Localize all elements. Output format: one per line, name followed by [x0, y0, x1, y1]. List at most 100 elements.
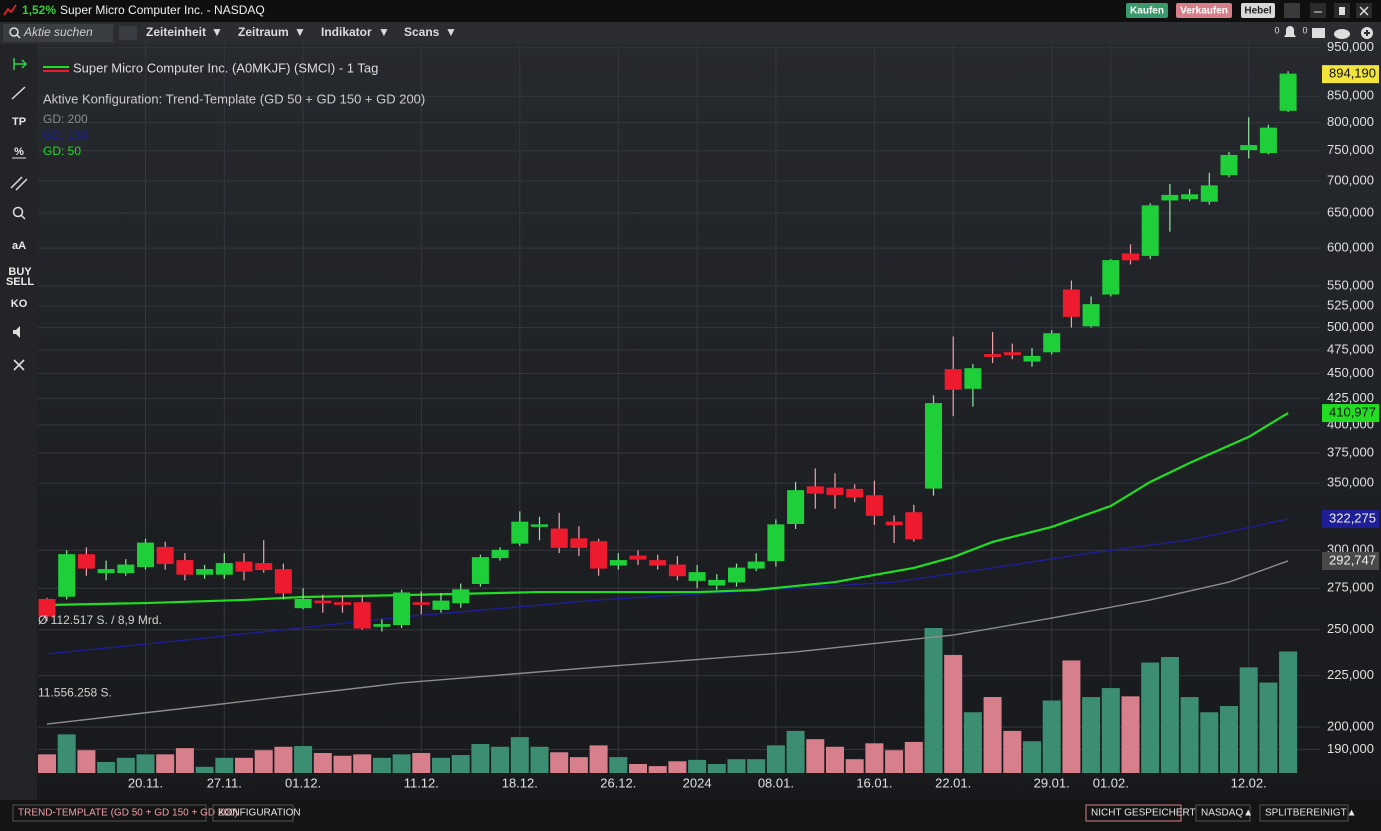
menu[interactable]: Zeiteinheit [146, 25, 206, 39]
leverage-label[interactable]: Hebel [1244, 6, 1271, 17]
candle-body [787, 490, 805, 525]
legend-entry: GD: 200 [43, 112, 88, 126]
tp-tool[interactable]: TP [12, 116, 26, 128]
leverage-button[interactable] [1241, 3, 1275, 18]
menu-arrow[interactable]: ▼ [378, 25, 390, 39]
menu-arrow[interactable]: ▼ [211, 25, 223, 39]
exchange-box[interactable] [1195, 804, 1251, 822]
candle-body [1023, 355, 1041, 362]
split-box[interactable] [1259, 804, 1349, 822]
search-icon [16, 34, 21, 39]
volume-bar [432, 757, 450, 773]
volume-bar [333, 755, 352, 773]
candle-body [1043, 333, 1061, 353]
candle-body [412, 602, 430, 605]
add-icon [1364, 30, 1370, 36]
candle-body [925, 403, 942, 489]
saved-label[interactable]: NICHT GESPEICHERT [1091, 808, 1196, 819]
config-box[interactable] [212, 804, 294, 822]
volume-bar [215, 757, 234, 773]
sell-tool[interactable]: SELL [6, 276, 34, 288]
config-label[interactable]: KONFIGURATION [218, 808, 301, 819]
candle-body [1062, 289, 1080, 317]
volume-bar [983, 697, 1002, 773]
search-placeholder[interactable]: Aktie suchen [23, 25, 93, 39]
split-label[interactable]: SPLITBEREINIGT▲ [1265, 808, 1357, 819]
bell-icon[interactable] [1284, 26, 1296, 37]
saved-box[interactable] [1085, 804, 1182, 822]
price-label: 292,747 [1329, 552, 1376, 567]
volume-bar [1003, 730, 1022, 773]
menu-arrow[interactable]: ▼ [294, 25, 306, 39]
sell-label[interactable]: Verkaufen [1180, 6, 1228, 17]
minimize-button[interactable] [1310, 3, 1326, 18]
y-tick-label: 650,000 [1327, 205, 1374, 220]
toolbar [0, 22, 1381, 44]
candle-body [944, 369, 962, 390]
candle-body [609, 560, 627, 566]
y-tick-label: 500,000 [1327, 319, 1374, 334]
buy-label[interactable]: Kaufen [1130, 6, 1164, 17]
chart-title: Super Micro Computer Inc. (A0MKJF) (SMCI… [73, 60, 378, 75]
candles [38, 71, 1297, 632]
candle-body [196, 569, 214, 575]
volume-bar [845, 759, 864, 773]
volume-bar [195, 766, 214, 773]
volume-reference: 11.556.258 S. [38, 685, 112, 699]
menu[interactable]: Scans [404, 25, 440, 39]
volume-bar [116, 757, 135, 773]
scale-icon[interactable] [119, 26, 137, 40]
price-label-bg [1322, 404, 1379, 423]
candle-body [728, 567, 745, 583]
cursor-tool[interactable] [13, 58, 28, 70]
percent-tool[interactable]: % [14, 146, 24, 158]
candle-body [1082, 304, 1100, 327]
volume-bar [451, 755, 470, 773]
candle-body [353, 602, 371, 629]
popout-button[interactable] [1284, 3, 1300, 18]
menu[interactable]: Indikator [321, 25, 372, 39]
candle-body [511, 521, 529, 544]
template-box[interactable] [12, 804, 207, 822]
menu[interactable]: Zeitraum [238, 25, 289, 39]
text-tool[interactable]: aA [12, 240, 26, 252]
buy-tool[interactable]: BUY [8, 266, 32, 278]
y-tick-label: 475,000 [1327, 341, 1374, 356]
delete-tool[interactable] [13, 359, 25, 371]
line-tool[interactable] [11, 86, 26, 100]
exchange-label[interactable]: NASDAQ▲ [1201, 808, 1253, 819]
candle-body [767, 524, 785, 562]
candle-body [117, 564, 135, 574]
channel-tool[interactable] [10, 176, 28, 191]
menu-arrow[interactable]: ▼ [445, 25, 457, 39]
x-tick-label: 27.11. [207, 775, 242, 790]
cloud-icon[interactable] [1334, 29, 1350, 39]
candle-body [38, 598, 56, 617]
volume-bar [1200, 712, 1219, 773]
ko-tool[interactable]: KO [11, 298, 28, 310]
close-icon [1359, 6, 1369, 16]
zoom-tool [20, 214, 26, 220]
candle-body [806, 486, 824, 494]
candle-body [668, 564, 686, 577]
volume-caption: Ø 112.517 S. / 8,9 Mrd. [38, 613, 162, 627]
buy-button[interactable] [1126, 3, 1168, 18]
sound-tool[interactable] [13, 326, 20, 338]
candle-body [137, 542, 154, 568]
search-box[interactable] [3, 24, 113, 42]
volume-bar [1023, 741, 1041, 773]
candle-body [1181, 194, 1199, 200]
sell-button[interactable] [1176, 3, 1232, 18]
candle-body [334, 602, 351, 605]
candle-body [885, 521, 903, 526]
volume-bar [924, 628, 943, 773]
template-label[interactable]: TREND-TEMPLATE (GD 50 + GD 150 + GD 200) [18, 808, 238, 819]
volume-bar [1141, 662, 1160, 773]
volume-bar [766, 745, 785, 773]
tool-strip [0, 44, 37, 800]
zoom-tool[interactable] [12, 206, 24, 218]
candle-body [294, 598, 312, 609]
folder-icon[interactable] [1312, 28, 1325, 38]
volume-bar [668, 761, 687, 773]
x-tick-label: 12.02. [1231, 775, 1267, 790]
